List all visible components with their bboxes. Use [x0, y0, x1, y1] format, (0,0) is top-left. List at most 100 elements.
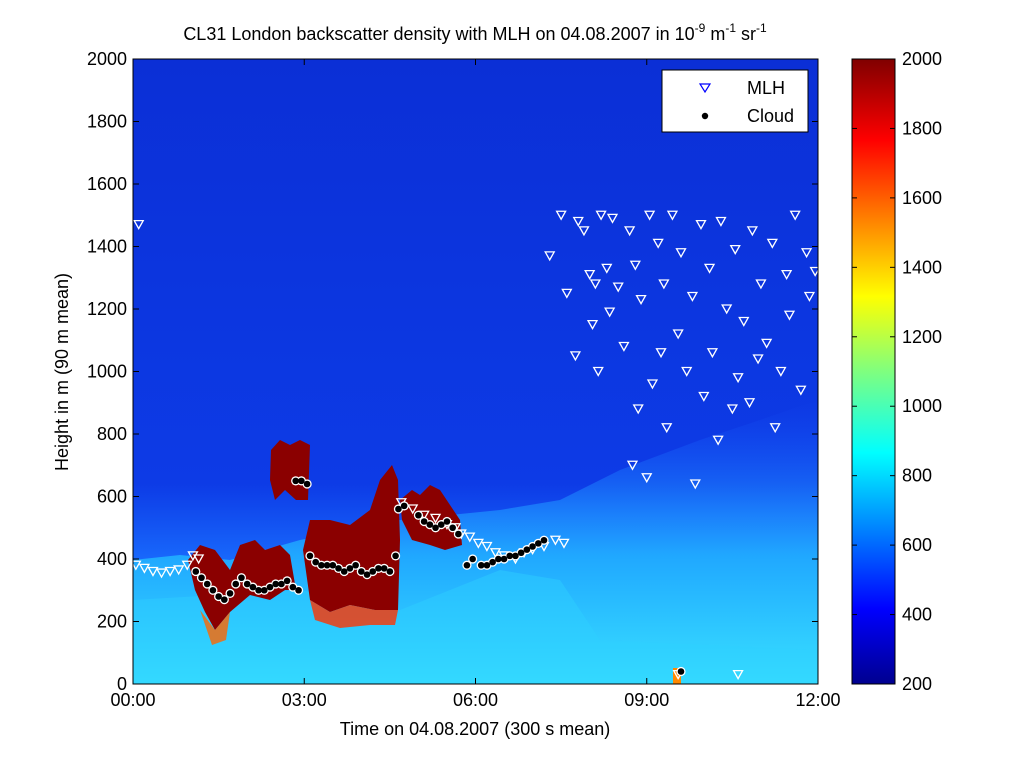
mlh-point — [746, 226, 758, 237]
cloud-series — [191, 476, 686, 677]
y-tick-label: 800 — [97, 424, 127, 444]
mlh-point — [606, 213, 619, 224]
cloud-point — [534, 540, 542, 547]
title-mid-2: sr — [736, 24, 756, 44]
mlh-point — [592, 366, 604, 377]
cloud-point — [312, 558, 319, 566]
colorbar-tick-label: 1600 — [902, 188, 942, 208]
cloud-point — [283, 577, 291, 585]
colorbar-tick-label: 1000 — [902, 396, 942, 416]
title-main: CL31 London backscatter density with MLH… — [183, 24, 694, 44]
cloud-point — [443, 518, 451, 525]
mlh-point — [193, 554, 205, 565]
aerosol-layer-lower — [133, 570, 818, 684]
colorbar-tick-label: 1400 — [902, 257, 942, 277]
cloud-point — [335, 565, 342, 572]
mlh-point — [661, 423, 673, 434]
mlh-point — [738, 316, 750, 327]
y-axis: 0 200 400 600 800 1000 1200 1400 1600 1800 2000 — [87, 49, 818, 694]
cloud-patch-2 — [270, 440, 310, 500]
cloud-point — [483, 561, 491, 569]
colorbar-tick-label: 600 — [902, 535, 932, 555]
mlh-point — [752, 354, 764, 365]
mlh-point — [726, 404, 738, 415]
cloud-point — [375, 565, 382, 572]
mlh-point — [155, 568, 168, 579]
mlh-point — [706, 348, 719, 359]
x-axis-label: Time on 04.08.2007 (300 s mean) — [340, 719, 611, 739]
mlh-point — [578, 226, 590, 237]
mlh-point — [472, 538, 484, 549]
cloud-point — [303, 480, 311, 488]
mlh-point — [481, 541, 493, 552]
mlh-point — [624, 226, 636, 237]
y-tick-label: 1400 — [87, 237, 127, 257]
cloud-point — [272, 580, 280, 588]
cloud-point — [449, 524, 456, 532]
x-axis: 00:00 03:00 06:00 09:00 12:00 — [110, 59, 841, 710]
mlh-point — [407, 504, 419, 515]
cloud-point — [392, 552, 399, 560]
mlh-point — [601, 263, 613, 274]
cloud-point — [358, 568, 365, 575]
mlh-series — [133, 210, 818, 680]
cloud-point — [298, 477, 305, 485]
mlh-point — [429, 513, 442, 524]
cloud-point — [469, 555, 476, 563]
legend-mlh-label: MLH — [747, 78, 785, 98]
cloud-point — [352, 561, 359, 569]
mlh-point — [586, 319, 599, 330]
mlh-point — [775, 366, 787, 377]
y-tick-label: 0 — [117, 674, 127, 694]
mlh-point — [766, 238, 778, 249]
cloud-point — [249, 583, 257, 591]
mlh-point — [464, 532, 476, 543]
cloud-point — [209, 586, 217, 594]
cloud-point — [226, 590, 234, 597]
cloud-point — [289, 583, 297, 591]
cloud-patch-1-edge — [200, 610, 230, 645]
cloud-point — [238, 574, 245, 582]
cloud-point — [512, 552, 519, 560]
mlh-point — [789, 210, 801, 221]
cloud-point — [340, 568, 348, 575]
y-tick-label: 1200 — [87, 299, 127, 319]
mlh-point — [652, 238, 664, 249]
cloud-point — [278, 580, 285, 588]
x-tick-label: 00:00 — [110, 690, 155, 710]
mlh-point — [618, 341, 630, 352]
legend-cloud-marker — [701, 112, 709, 120]
y-tick-label: 1600 — [87, 174, 127, 194]
cloud-patch-3 — [303, 465, 400, 612]
mlh-point — [181, 560, 193, 571]
cloud-point — [369, 568, 377, 575]
cloud-point — [415, 511, 422, 519]
mlh-point — [675, 248, 687, 259]
title-exp-3: -1 — [756, 21, 767, 35]
mlh-point — [655, 348, 667, 359]
mlh-point — [712, 435, 724, 446]
mlh-point — [703, 263, 716, 274]
x-tick-label: 12:00 — [795, 690, 840, 710]
mlh-point — [555, 210, 567, 221]
legend-box — [661, 69, 809, 133]
mlh-point — [641, 473, 653, 484]
mlh-point — [133, 560, 142, 571]
mlh-point — [632, 404, 644, 415]
cloud-point — [432, 524, 439, 532]
y-tick-label: 1000 — [87, 362, 127, 382]
cloud-point — [386, 568, 394, 575]
mlh-point — [795, 385, 807, 396]
cloud-point — [489, 558, 496, 566]
mlh-point — [561, 288, 573, 299]
cloud-point — [463, 561, 471, 569]
mlh-point — [572, 216, 584, 227]
colorbar-tick-label: 1800 — [902, 118, 942, 138]
cloud-point — [500, 555, 508, 563]
mlh-point — [689, 479, 701, 490]
mlh-point — [549, 535, 562, 546]
cloud-point — [292, 477, 299, 485]
mlh-point — [489, 548, 502, 559]
mlh-point — [612, 282, 624, 293]
mlh-point — [147, 566, 159, 577]
